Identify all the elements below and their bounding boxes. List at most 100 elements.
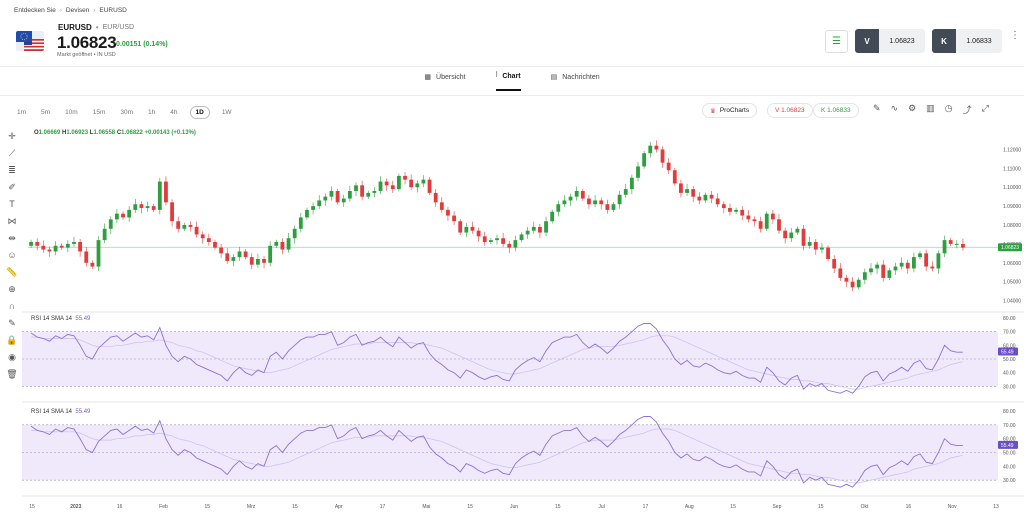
ohlc-label: L: [89, 130, 94, 136]
timeframe-4h[interactable]: 4h: [170, 109, 178, 116]
price-tick-label: 1.06000: [1003, 261, 1021, 267]
gear-icon[interactable]: ⚙: [908, 103, 917, 113]
fib-icon[interactable]: ≣: [8, 165, 16, 175]
ohlc-high: 1.06923: [66, 130, 89, 136]
lock-icon[interactable]: 🔒: [6, 335, 18, 345]
chart-type-icon[interactable]: ▥: [926, 103, 935, 113]
tab-chart[interactable]: ⫶ Chart: [495, 72, 521, 91]
candle: [194, 221, 199, 238]
breadcrumb-item[interactable]: Devisen: [65, 7, 90, 14]
rsi-tick-label: 80.00: [1003, 316, 1016, 322]
candle-body: [568, 196, 573, 201]
candle-body: [777, 219, 781, 231]
lock-drawing-icon[interactable]: ✎: [8, 318, 16, 328]
time-tick-label: 16: [906, 504, 912, 510]
time-tick-label: Okt: [861, 504, 869, 510]
candle: [360, 180, 365, 201]
measure-icon[interactable]: ⇹: [8, 233, 16, 243]
candle: [746, 210, 751, 223]
candles-icon: ⫶: [495, 72, 498, 79]
candle: [397, 173, 401, 192]
time-tick-label: 13: [993, 504, 999, 510]
rsi-label: RSI 14 SMA 14: [31, 409, 73, 415]
candle: [709, 191, 714, 204]
candle: [354, 182, 358, 197]
candle: [341, 194, 346, 207]
candle: [53, 241, 58, 256]
candle-body: [243, 251, 248, 258]
brush-icon[interactable]: ✐: [8, 182, 16, 192]
zoom-icon[interactable]: ⊕: [8, 284, 16, 294]
candle: [470, 221, 475, 234]
timeframe-10m[interactable]: 10m: [65, 109, 78, 116]
ruler-icon[interactable]: 📏: [6, 267, 18, 277]
candle: [366, 190, 371, 199]
text-icon[interactable]: T: [9, 199, 15, 209]
candle-body: [752, 219, 757, 222]
timeframe-1h[interactable]: 1h: [148, 109, 156, 116]
candle: [409, 174, 414, 191]
candle: [421, 175, 426, 188]
timeframe-15m[interactable]: 15m: [92, 109, 106, 116]
timeframe-5m[interactable]: 5m: [41, 109, 51, 116]
eye-icon[interactable]: ◉: [8, 352, 16, 362]
timeframe-1m[interactable]: 1m: [17, 109, 27, 116]
candle-body: [826, 247, 830, 259]
watchlist-button[interactable]: ☰: [825, 30, 848, 53]
chevron-right-icon: ›: [93, 7, 96, 14]
candle-body: [531, 226, 536, 231]
candle: [899, 257, 904, 270]
rsi-last-label: 55.49: [1001, 443, 1014, 449]
more-options-icon[interactable]: ⋮: [1010, 30, 1020, 41]
timeframe-1w[interactable]: 1W: [221, 109, 232, 116]
candle: [403, 172, 407, 185]
timeframe-1d[interactable]: 1D: [189, 106, 210, 119]
price-tick-label: 1.05000: [1003, 280, 1021, 286]
rsi-tick-label: 40.00: [1003, 464, 1016, 470]
candle-body: [329, 191, 334, 197]
sell-button[interactable]: V 1.06823: [855, 29, 925, 53]
tab-overview[interactable]: ▦ Übersicht: [424, 72, 465, 91]
pencil-icon[interactable]: ✎: [873, 103, 881, 113]
candle-body: [550, 211, 555, 222]
buy-button[interactable]: K 1.06833: [932, 29, 1002, 53]
candle: [298, 212, 303, 233]
fullscreen-icon[interactable]: ⤢: [981, 103, 989, 113]
procharts-button[interactable]: ♛ ProCharts: [702, 103, 758, 118]
share-icon[interactable]: ⤴: [962, 105, 972, 115]
candle-body: [225, 253, 230, 261]
candle: [415, 180, 420, 193]
pattern-icon[interactable]: ⋈: [7, 216, 17, 226]
chart-sell-button[interactable]: V 1.06823: [767, 103, 813, 118]
candle-body: [458, 221, 463, 233]
timeframe-selector: 1m 5m 10m 15m 30m 1h 4h 1D 1W: [14, 106, 235, 119]
time-tick-label: Feb: [159, 504, 168, 510]
bullet-icon: •: [93, 52, 98, 58]
divider: [0, 95, 1024, 96]
candle-body: [820, 247, 824, 250]
crosshair-icon[interactable]: ✛: [8, 131, 16, 141]
trash-icon[interactable]: 🗑: [6, 369, 18, 379]
price-tick-label: 1.04000: [1003, 299, 1021, 305]
magnet-icon[interactable]: ∩: [8, 301, 16, 311]
grid-icon: ▦: [424, 74, 432, 81]
candle: [887, 268, 892, 281]
candle: [587, 194, 591, 209]
breadcrumb-item[interactable]: Entdecken Sie: [14, 7, 56, 14]
candle-body: [703, 194, 708, 201]
timeframe-30m[interactable]: 30m: [120, 109, 134, 116]
price-gridlines: [22, 246, 1024, 313]
candle-body: [672, 170, 677, 184]
instrument-symbol: EURUSD: [58, 23, 92, 32]
clock-icon[interactable]: ◷: [944, 103, 953, 113]
candle-body: [360, 185, 365, 197]
emoji-icon[interactable]: ☺: [7, 250, 17, 260]
indicator-icon[interactable]: ∿: [890, 103, 899, 113]
tab-news[interactable]: ▤ Nachrichten: [551, 72, 600, 91]
candle-body: [617, 194, 622, 205]
drawing-toolbar: ✛ ⟋ ≣ ✐ T ⋈ ⇹ ☺ 📏 ⊕ ∩ ✎ 🔒 ◉ 🗑: [5, 130, 19, 380]
last-price-badge: [998, 243, 1022, 252]
trendline-icon[interactable]: ⟋: [8, 148, 16, 158]
chart-buy-button[interactable]: K 1.06833: [813, 103, 859, 118]
